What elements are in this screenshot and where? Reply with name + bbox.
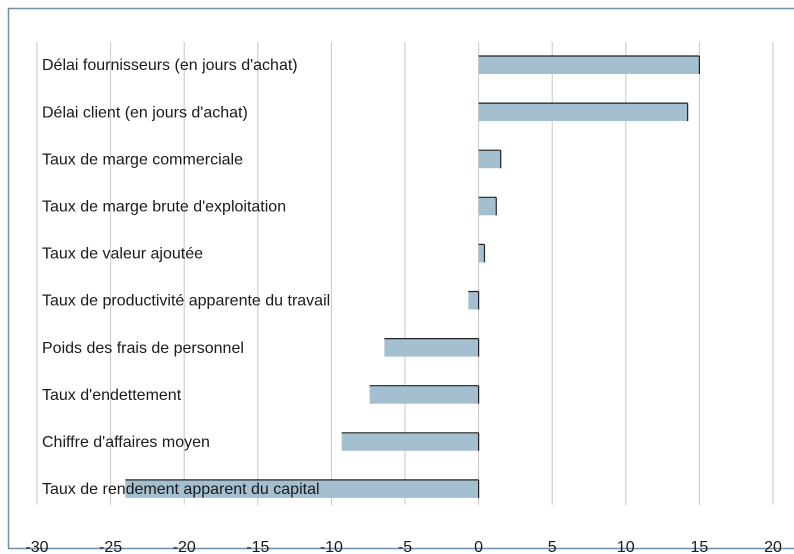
x-tick-label: 0 — [474, 539, 483, 554]
x-tick-label: -30 — [25, 539, 48, 554]
bar — [478, 197, 497, 216]
bar — [478, 150, 501, 169]
x-tick-label: -15 — [246, 539, 269, 554]
bar — [384, 338, 479, 357]
category-label: Délai fournisseurs (en jours d'achat) — [42, 57, 298, 74]
category-label: Taux de marge commerciale — [42, 151, 243, 168]
x-tick-label: 10 — [617, 539, 635, 554]
category-label: Taux de productivité apparente du travai… — [42, 293, 330, 310]
category-label: Taux de rendement apparent du capital — [42, 481, 320, 498]
category-label: Taux de valeur ajoutée — [42, 246, 203, 263]
bar — [478, 103, 688, 122]
bar — [478, 56, 700, 74]
frame — [7, 7, 794, 550]
category-label: Délai client (en jours d'achat) — [42, 104, 248, 121]
x-tick-label: -5 — [398, 539, 412, 554]
category-label: Taux de marge brute d'exploitation — [42, 199, 286, 216]
bar — [125, 479, 479, 498]
bar — [369, 385, 479, 404]
x-tick-label: 20 — [764, 539, 782, 554]
bar — [468, 291, 479, 310]
x-tick-label: 15 — [691, 539, 709, 554]
category-label: Taux d'endettement — [42, 387, 182, 404]
x-tick-label: -20 — [173, 539, 196, 554]
x-tick-label: -25 — [99, 539, 122, 554]
bar — [478, 244, 485, 263]
bar — [341, 432, 479, 451]
category-label: Chiffre d'affaires moyen — [42, 434, 210, 451]
x-tick-label: 5 — [548, 539, 557, 554]
x-tick-label: -10 — [320, 539, 343, 554]
category-label: Poids des frais de personnel — [42, 340, 244, 357]
